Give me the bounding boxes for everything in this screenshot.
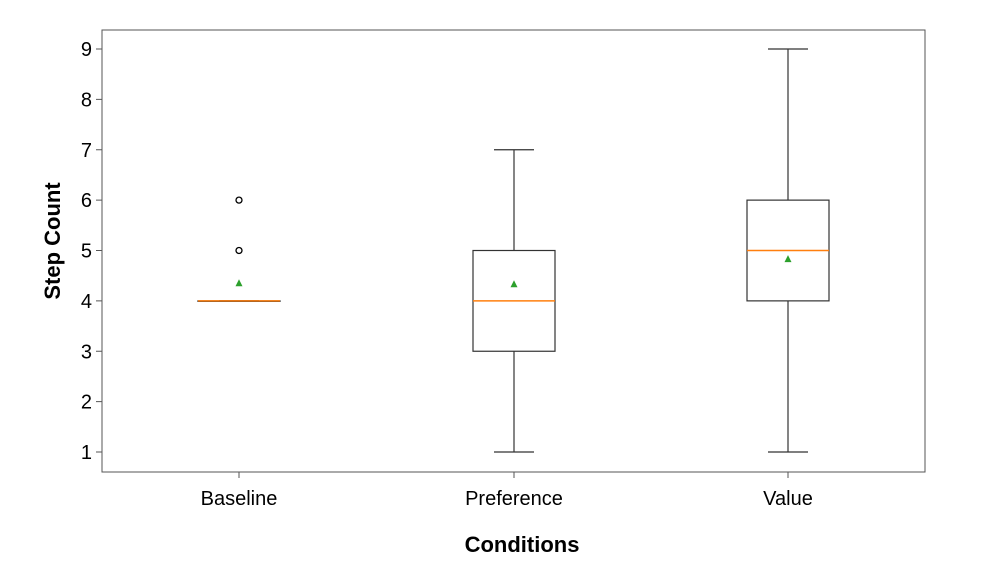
outlier-point <box>235 246 243 255</box>
y-tick-label: 4 <box>81 291 92 313</box>
box-value <box>746 48 830 453</box>
y-tick-label: 8 <box>81 89 92 111</box>
mean-marker <box>510 280 518 288</box>
y-tick-label: 7 <box>81 140 92 162</box>
y-axis-title: Step Count <box>40 182 65 300</box>
x-axis-title: Conditions <box>465 532 580 557</box>
mean-marker <box>784 255 792 263</box>
y-axis: 1 2 3 4 5 6 7 8 9 <box>81 39 102 464</box>
mean-marker <box>235 279 243 287</box>
y-tick-label: 2 <box>81 392 92 414</box>
box-preference <box>472 149 556 453</box>
y-tick-label: 5 <box>81 241 92 263</box>
y-tick-label: 1 <box>81 442 92 464</box>
x-tick-label: Baseline <box>201 488 278 510</box>
y-tick-label: 3 <box>81 341 92 363</box>
outlier-point <box>235 196 243 204</box>
y-tick-label: 9 <box>81 39 92 61</box>
box-series <box>197 48 830 453</box>
box-baseline <box>197 196 281 302</box>
x-axis: Baseline Preference Value <box>201 472 813 510</box>
x-tick-label: Value <box>763 488 813 510</box>
y-tick-label: 6 <box>81 190 92 212</box>
x-tick-label: Preference <box>465 488 563 510</box>
